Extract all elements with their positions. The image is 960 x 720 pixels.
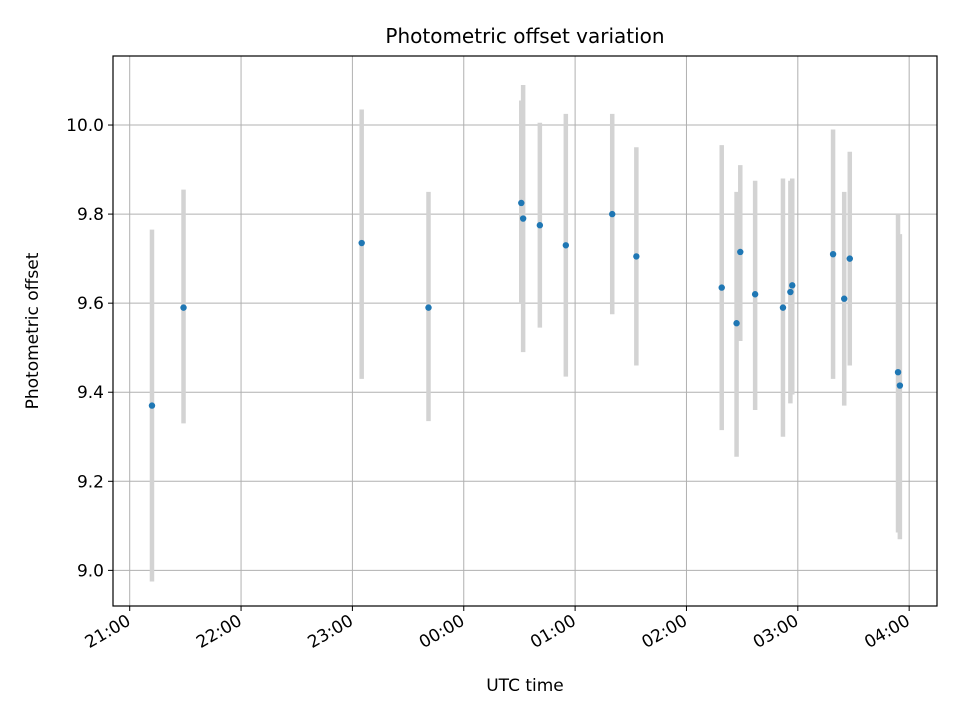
data-point	[518, 199, 525, 207]
data-point	[896, 382, 904, 389]
data-point	[562, 242, 570, 249]
y-tick-label: 9.8	[77, 205, 104, 225]
point-layer	[148, 199, 904, 409]
y-tick-label: 9.4	[77, 383, 104, 403]
data-point	[737, 248, 744, 256]
data-point	[779, 304, 787, 311]
chart-title: Photometric offset variation	[385, 24, 664, 48]
data-point	[787, 288, 794, 296]
data-point	[789, 282, 796, 289]
data-point	[751, 291, 759, 298]
y-tick-label: 9.2	[77, 472, 104, 492]
plot-frame	[112, 55, 938, 607]
data-point	[519, 215, 527, 222]
data-point	[841, 295, 848, 302]
data-point	[846, 255, 853, 262]
y-tick-label: 9.0	[77, 561, 104, 581]
data-point	[425, 304, 432, 311]
data-point	[733, 320, 740, 327]
data-point	[609, 210, 616, 218]
data-point	[829, 250, 837, 258]
data-point	[894, 368, 902, 376]
data-point	[536, 222, 544, 229]
data-point	[358, 239, 365, 247]
data-point	[633, 253, 640, 260]
data-point	[148, 402, 156, 409]
x-axis-label: UTC time	[486, 676, 564, 696]
y-tick-label: 9.6	[77, 294, 104, 314]
y-tick-label: 10.0	[66, 116, 104, 136]
y-axis-label: Photometric offset	[23, 252, 43, 409]
data-point	[718, 284, 725, 291]
data-point	[180, 304, 187, 311]
